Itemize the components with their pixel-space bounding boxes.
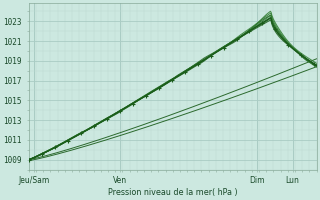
X-axis label: Pression niveau de la mer( hPa ): Pression niveau de la mer( hPa ) — [108, 188, 237, 197]
